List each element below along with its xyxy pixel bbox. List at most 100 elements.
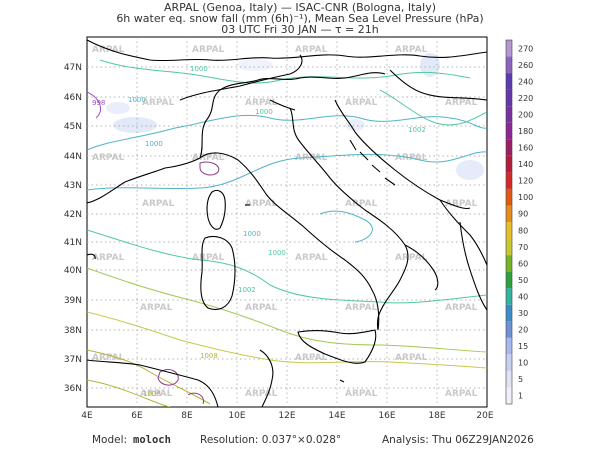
coast-north-africa bbox=[87, 359, 219, 407]
svg-text:43N: 43N bbox=[64, 181, 82, 191]
svg-text:ARPAL: ARPAL bbox=[445, 98, 478, 108]
svg-text:1008: 1008 bbox=[200, 352, 218, 360]
colorbar-swatch bbox=[506, 271, 512, 289]
resolution-text: Resolution: 0.037°×0.028° bbox=[200, 434, 342, 446]
svg-text:10E: 10E bbox=[228, 411, 245, 421]
lat-axis: 36N 37N 38N 39N 40N 41N 42N 43N 44N 45N … bbox=[64, 63, 82, 394]
svg-text:36N: 36N bbox=[64, 384, 82, 394]
model-label: Model: bbox=[92, 434, 128, 446]
svg-text:ARPAL: ARPAL bbox=[92, 45, 125, 55]
colorbar-swatch bbox=[506, 238, 512, 256]
island-malta bbox=[339, 379, 345, 383]
island-balearic bbox=[87, 253, 96, 260]
svg-text:ARPAL: ARPAL bbox=[142, 199, 175, 209]
coast-heel bbox=[404, 244, 439, 291]
colorbar-tick-label: 120 bbox=[518, 177, 533, 186]
croatia-islands bbox=[349, 139, 396, 186]
coastlines bbox=[87, 39, 487, 407]
border-alps bbox=[199, 72, 386, 159]
island-corsica bbox=[206, 189, 226, 230]
coast-france bbox=[87, 157, 201, 204]
colorbar-swatch bbox=[506, 106, 512, 123]
svg-text:37N: 37N bbox=[64, 355, 82, 365]
coast-tunisia bbox=[259, 349, 274, 407]
svg-text:42N: 42N bbox=[64, 210, 82, 220]
colorbar-tick-label: 270 bbox=[518, 44, 533, 53]
svg-text:ARPAL: ARPAL bbox=[345, 303, 378, 313]
colorbar-tick-label: 1 bbox=[518, 392, 523, 401]
footer: Model: moloch Resolution: 0.037°×0.028° … bbox=[0, 434, 600, 448]
svg-text:ARPAL: ARPAL bbox=[245, 98, 278, 108]
svg-text:ARPAL: ARPAL bbox=[92, 253, 125, 263]
isobar-1008-b bbox=[87, 379, 171, 407]
analysis-text: Analysis: Thu 06Z29JAN2026 bbox=[382, 434, 534, 446]
isobar-1002 bbox=[87, 229, 487, 304]
svg-text:1000: 1000 bbox=[268, 249, 286, 257]
colorbar-swatch bbox=[506, 370, 512, 388]
colorbar-swatch bbox=[506, 139, 512, 156]
snowfall-field bbox=[106, 53, 484, 180]
colorbar-tick-label: 260 bbox=[518, 61, 533, 70]
title-line-3: 03 UTC Fri 30 JAN — τ = 21h bbox=[221, 23, 379, 36]
svg-text:ARPAL: ARPAL bbox=[345, 389, 378, 399]
colorbar-swatch bbox=[506, 222, 512, 239]
colorbar-tick-label: 50 bbox=[518, 276, 528, 285]
colorbar-tick-label: 240 bbox=[518, 77, 533, 86]
svg-text:ARPAL: ARPAL bbox=[140, 389, 173, 399]
lon-axis: 4E 6E 8E 10E 12E 14E 16E 18E 20E bbox=[81, 411, 494, 421]
colorbar-swatch bbox=[506, 56, 512, 74]
colorbar-swatch bbox=[506, 387, 512, 404]
colorbar-tick-label: 60 bbox=[518, 259, 528, 268]
svg-text:12E: 12E bbox=[278, 411, 295, 421]
svg-text:ARPAL: ARPAL bbox=[92, 153, 125, 163]
svg-text:ARPAL: ARPAL bbox=[345, 199, 378, 209]
colorbar-tick-label: 220 bbox=[518, 94, 533, 103]
colorbar-swatch bbox=[506, 89, 512, 107]
svg-text:40N: 40N bbox=[64, 266, 82, 276]
coast-italy-tyrrhenian bbox=[199, 152, 380, 331]
coast-croatia bbox=[334, 99, 471, 210]
colorbar-swatch bbox=[506, 321, 512, 338]
svg-text:ARPAL: ARPAL bbox=[192, 153, 225, 163]
colorbar-tick-label: 15 bbox=[518, 342, 528, 351]
colorbar-swatch bbox=[506, 255, 512, 272]
isobar-1002-b bbox=[379, 89, 487, 126]
isobar-998 bbox=[87, 91, 102, 119]
svg-text:14E: 14E bbox=[328, 411, 345, 421]
svg-text:ARPAL: ARPAL bbox=[245, 389, 278, 399]
svg-text:16E: 16E bbox=[378, 411, 395, 421]
colorbar-tick-label: 140 bbox=[518, 160, 533, 169]
colorbar-tick-label: 160 bbox=[518, 144, 533, 153]
svg-text:ARPAL: ARPAL bbox=[245, 199, 278, 209]
title-line-2: 6h water eq. snow fall (mm (6h)⁻¹), Mean… bbox=[116, 12, 484, 25]
svg-text:4E: 4E bbox=[81, 411, 93, 421]
colorbar-swatch bbox=[506, 205, 512, 222]
isobar-1000-alps bbox=[99, 59, 471, 84]
map-content: ARPAL ARPAL ARPAL ARPAL ARPAL ARPAL ARPA… bbox=[87, 37, 487, 407]
colorbar-swatch bbox=[506, 155, 512, 173]
svg-text:1002: 1002 bbox=[238, 286, 256, 294]
colorbar-tick-label: 5 bbox=[518, 375, 523, 384]
svg-text:ARPAL: ARPAL bbox=[92, 353, 125, 363]
border-east bbox=[389, 69, 487, 101]
isobar-labels: 1000 1000 1000 1000 1000 1000 1002 1002 … bbox=[92, 65, 426, 398]
svg-text:ARPAL: ARPAL bbox=[445, 303, 478, 313]
graticule bbox=[87, 37, 487, 407]
colorbar-swatch bbox=[506, 288, 512, 305]
colorbar-swatch bbox=[506, 188, 512, 206]
model-value: moloch bbox=[133, 434, 171, 446]
svg-text:ARPAL: ARPAL bbox=[445, 199, 478, 209]
svg-text:44N: 44N bbox=[64, 152, 82, 162]
svg-text:ARPAL: ARPAL bbox=[140, 303, 173, 313]
colorbar-tick-label: 20 bbox=[518, 326, 528, 335]
isobar-1000-north bbox=[87, 114, 487, 151]
colorbar-swatch bbox=[506, 337, 512, 355]
svg-text:1000: 1000 bbox=[145, 140, 163, 148]
svg-text:39N: 39N bbox=[64, 296, 82, 306]
precip-contour-1 bbox=[199, 161, 220, 176]
colorbar-tick-label: 10 bbox=[518, 359, 528, 368]
svg-text:8E: 8E bbox=[181, 411, 193, 421]
colorbar-tick-label: 90 bbox=[518, 210, 528, 219]
title-line-1: ARPAL (Genoa, Italy) — ISAC-CNR (Bologna… bbox=[163, 1, 437, 14]
island-sardinia bbox=[200, 235, 236, 311]
